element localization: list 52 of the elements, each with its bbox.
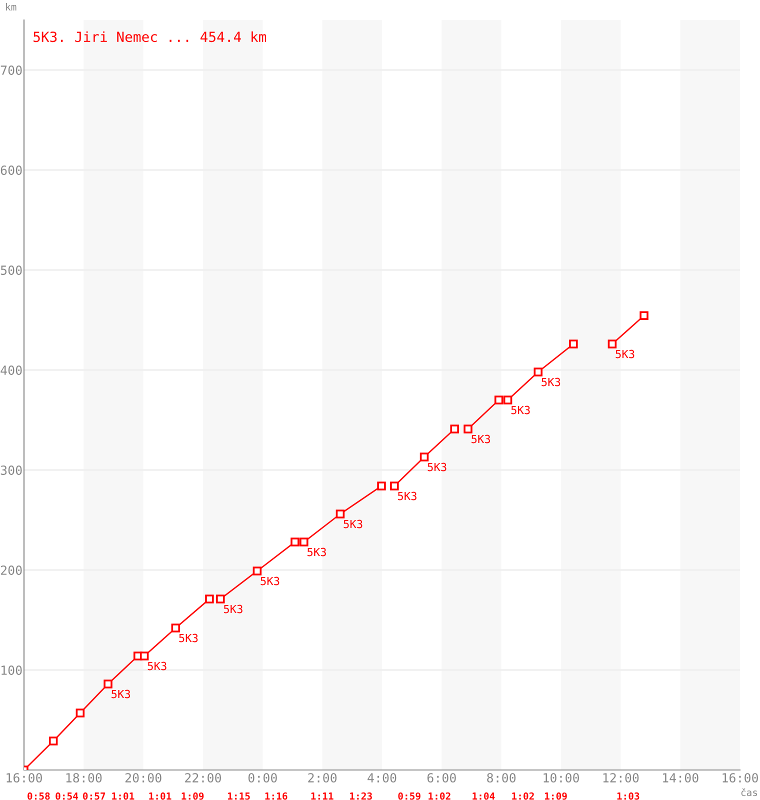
text: 1:16 bbox=[265, 792, 288, 800]
x-tick-label: 10:00 bbox=[544, 773, 580, 783]
x-tick-label: 16:00 bbox=[722, 773, 758, 783]
annotation: 5K3 bbox=[398, 492, 416, 500]
text: 1:23 bbox=[350, 792, 372, 800]
text: 1:11 bbox=[311, 792, 334, 800]
y-tick-label: 700 bbox=[0, 66, 22, 75]
text: 1:02 bbox=[512, 792, 534, 800]
annotation: 5K3 bbox=[511, 406, 530, 414]
x-tick-label: 20:00 bbox=[125, 773, 162, 783]
y-axis-title: km bbox=[6, 3, 16, 10]
x-axis-title: čas bbox=[741, 788, 758, 796]
y-tick-label: 400 bbox=[0, 366, 22, 375]
text: 1:15 bbox=[228, 792, 250, 800]
x-tick-label: 14:00 bbox=[663, 773, 698, 783]
x-tick-label: 18:00 bbox=[66, 773, 102, 783]
x-tick-label: 12:00 bbox=[603, 773, 639, 783]
annotation: 5K3 bbox=[428, 462, 446, 472]
annotation: 5K3 bbox=[616, 350, 634, 358]
y-tick-label: 200 bbox=[0, 566, 22, 575]
text: 0:59 bbox=[398, 792, 420, 800]
text: 0:58 bbox=[28, 792, 50, 800]
annotation: 5K3 bbox=[224, 604, 242, 614]
annotation: 5K3 bbox=[179, 634, 198, 642]
text: 1:09 bbox=[182, 792, 204, 800]
text: 1:09 bbox=[544, 792, 567, 800]
text: 0:57 bbox=[82, 792, 106, 800]
y-tick-label: 500 bbox=[0, 266, 22, 275]
y-tick-label: 600 bbox=[0, 166, 22, 175]
annotation: 5K3 bbox=[148, 662, 166, 670]
y-tick-label: 300 bbox=[0, 466, 22, 475]
text: 1:02 bbox=[428, 792, 450, 800]
text: 1:01 bbox=[112, 792, 134, 800]
annotation: 5K3 bbox=[542, 378, 560, 386]
x-tick-label: 16:00 bbox=[6, 773, 42, 783]
text: 5K3. Jiri Nemec ... 454.4 km bbox=[34, 31, 266, 42]
annotation: 5K3 bbox=[260, 576, 280, 586]
annotation: 5K3 bbox=[344, 520, 362, 528]
text: 0:54 bbox=[56, 792, 78, 800]
text: 1:01 bbox=[149, 792, 172, 800]
x-tick-label: 0:00 bbox=[248, 773, 277, 783]
x-tick-label: 8:00 bbox=[487, 773, 516, 783]
text: 1:04 bbox=[472, 792, 495, 800]
text: 1:03 bbox=[617, 792, 640, 800]
annotation: 5K3 bbox=[472, 434, 490, 444]
x-tick-label: 22:00 bbox=[185, 773, 222, 783]
x-tick-label: 2:00 bbox=[308, 773, 337, 783]
annotation: 5K3 bbox=[307, 548, 326, 556]
x-tick-label: 6:00 bbox=[427, 773, 456, 783]
y-tick-label: 100 bbox=[2, 666, 22, 675]
x-tick-label: 4:00 bbox=[368, 773, 396, 783]
annotation: 5K3 bbox=[112, 690, 130, 698]
